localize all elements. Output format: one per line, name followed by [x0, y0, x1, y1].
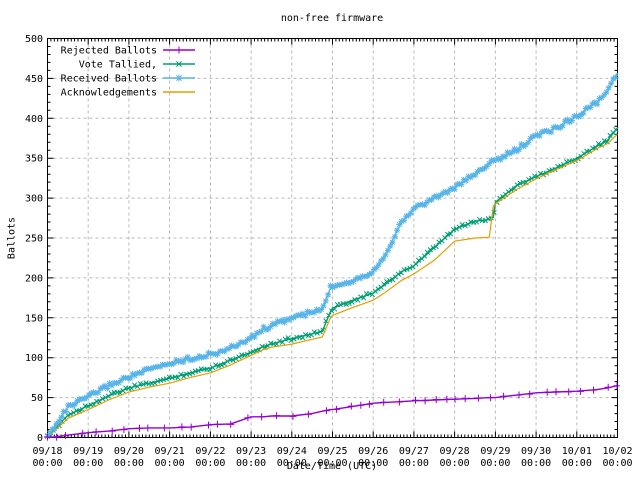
x-tick-date: 09/22 — [195, 446, 225, 457]
x-tick-date: 09/30 — [521, 446, 551, 457]
legend-marker-sample — [175, 74, 183, 82]
series-markers — [44, 382, 620, 441]
legend-marker-sample — [175, 46, 183, 54]
y-tick-label: 0 — [37, 433, 43, 444]
x-tick-date: 09/19 — [73, 446, 103, 457]
chart-title: non-free firmware — [280, 13, 384, 24]
y-tick-label: 500 — [25, 34, 43, 45]
x-tick-date: 09/24 — [277, 446, 307, 457]
x-tick-date: 09/26 — [358, 446, 388, 457]
gridlines — [47, 38, 618, 438]
x-tick-time: 00:00 — [440, 458, 470, 469]
x-tick-time: 00:00 — [399, 458, 429, 469]
y-tick-label: 350 — [25, 154, 43, 165]
x-tick-date: 10/01 — [562, 446, 592, 457]
legend-label: Received Ballots — [61, 74, 157, 85]
y-tick-label: 400 — [25, 114, 43, 125]
series-line — [47, 133, 618, 438]
y-tick-label: 250 — [25, 234, 43, 245]
y-tick-label: 100 — [25, 353, 43, 364]
series-group — [44, 72, 620, 441]
x-tick-date: 09/23 — [236, 446, 266, 457]
x-tick-date: 09/18 — [32, 446, 62, 457]
y-tick-label: 150 — [25, 313, 43, 324]
x-tick-date: 09/21 — [155, 446, 185, 457]
x-tick-time: 00:00 — [114, 458, 144, 469]
y-tick-label: 200 — [25, 273, 43, 284]
x-tick-time: 00:00 — [236, 458, 266, 469]
x-tick-date: 09/29 — [480, 446, 510, 457]
x-tick-time: 00:00 — [32, 458, 62, 469]
x-tick-time: 00:00 — [317, 458, 347, 469]
x-tick-time: 00:00 — [602, 458, 632, 469]
x-tick-time: 00:00 — [562, 458, 592, 469]
legend-label: Vote Tallied, — [79, 60, 157, 71]
legend-marker-sample — [176, 61, 182, 67]
x-tick-date: 09/25 — [317, 446, 347, 457]
legend-label: Acknowledgements — [61, 88, 157, 99]
legend-label: Rejected Ballots — [61, 46, 157, 57]
legend: Rejected Ballots Vote Tallied, Received Ba… — [61, 46, 195, 99]
y-tick-label: 450 — [25, 74, 43, 85]
y-axis-label: Ballots — [6, 216, 18, 260]
x-tick-time: 00:00 — [480, 458, 510, 469]
x-axis-label: Date/Time (UTC) — [286, 461, 378, 472]
y-tick-label: 50 — [31, 393, 43, 404]
x-tick-time: 00:00 — [358, 458, 388, 469]
x-tick-date: 09/20 — [114, 446, 144, 457]
plot-border — [47, 38, 618, 438]
x-tick-time: 00:00 — [195, 458, 225, 469]
y-tick-label: 300 — [25, 194, 43, 205]
x-tick-date: 09/28 — [440, 446, 470, 457]
x-tick-time: 00:00 — [73, 458, 103, 469]
x-tick-date: 10/02 — [602, 446, 632, 457]
x-tick-time: 00:00 — [521, 458, 551, 469]
x-tick-time: 00:00 — [277, 458, 307, 469]
x-tick-date: 09/27 — [399, 446, 429, 457]
x-tick-time: 00:00 — [155, 458, 185, 469]
